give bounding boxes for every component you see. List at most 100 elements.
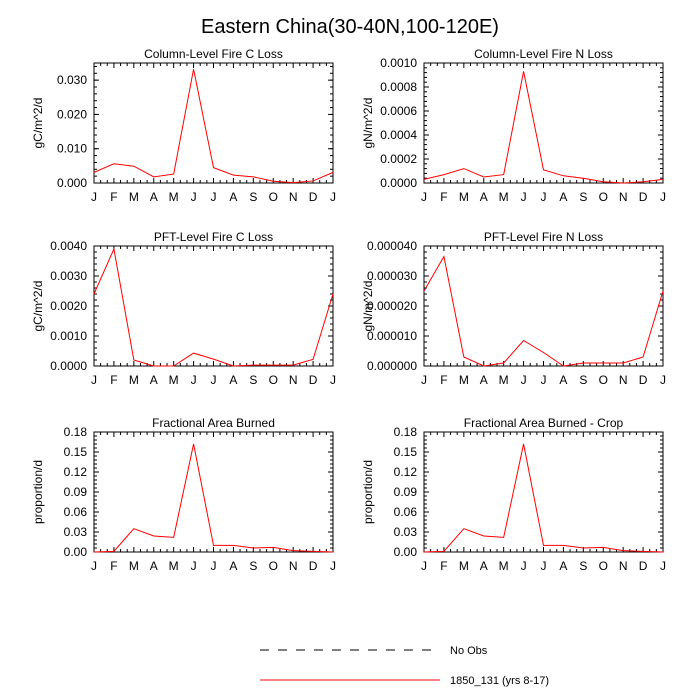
- x-tick-label: O: [269, 559, 278, 573]
- y-tick-label: 0.0006: [380, 104, 417, 118]
- y-tick-label: 0.09: [64, 485, 88, 499]
- plot-frame: [423, 62, 664, 184]
- x-tick-label: N: [289, 190, 298, 204]
- plot-frame: [93, 245, 334, 367]
- x-tick-label: F: [110, 190, 117, 204]
- plot-frame: [423, 431, 664, 553]
- x-tick-label: J: [541, 373, 547, 387]
- figure-title: Eastern China(30-40N,100-120E): [201, 16, 499, 38]
- plot-frame: [93, 431, 334, 553]
- x-tick-label: A: [150, 559, 158, 573]
- x-tick-label: J: [421, 559, 427, 573]
- x-tick-label: A: [229, 373, 237, 387]
- x-tick-label: J: [211, 559, 217, 573]
- y-tick-label: 0.18: [64, 425, 88, 439]
- x-tick-label: M: [129, 373, 139, 387]
- x-tick-label: M: [459, 559, 469, 573]
- x-tick-label: O: [599, 190, 608, 204]
- series-line-0: [423, 443, 664, 553]
- y-tick-label: 0.00: [394, 545, 418, 559]
- x-tick-label: D: [309, 559, 318, 573]
- legend-label-1850-131: 1850_131 (yrs 8-17): [450, 675, 549, 687]
- x-tick-label: S: [249, 190, 257, 204]
- y-tick-label: 0.030: [57, 73, 87, 87]
- x-tick-label: A: [480, 559, 488, 573]
- x-tick-label: A: [480, 190, 488, 204]
- x-tick-label: M: [459, 373, 469, 387]
- x-tick-label: J: [330, 373, 336, 387]
- x-tick-label: N: [619, 559, 628, 573]
- y-tick-label: 0.000: [57, 176, 87, 190]
- y-tick-label: 0.0010: [380, 56, 417, 70]
- x-tick-label: J: [660, 190, 666, 204]
- x-tick-label: O: [599, 559, 608, 573]
- x-tick-label: F: [440, 190, 447, 204]
- x-tick-label: J: [330, 190, 336, 204]
- x-tick-label: D: [639, 373, 648, 387]
- x-tick-label: J: [660, 559, 666, 573]
- y-tick-label: 0.010: [57, 142, 87, 156]
- x-tick-label: A: [229, 190, 237, 204]
- x-tick-label: A: [150, 190, 158, 204]
- y-tick-label: 0.0020: [50, 299, 87, 313]
- x-tick-label: M: [499, 559, 509, 573]
- y-tick-label: 0.12: [64, 465, 88, 479]
- x-tick-label: A: [150, 373, 158, 387]
- y-tick-label: 0.0002: [380, 152, 417, 166]
- panel-title: Fractional Area Burned - Crop: [464, 416, 624, 430]
- panel-title: Column-Level Fire C Loss: [144, 47, 283, 61]
- x-tick-label: N: [289, 559, 298, 573]
- x-tick-label: M: [169, 373, 179, 387]
- plot-frame: [423, 245, 664, 367]
- y-tick-label: 0.0000: [50, 359, 87, 373]
- x-tick-label: M: [499, 190, 509, 204]
- x-tick-label: F: [110, 559, 117, 573]
- x-tick-label: J: [521, 190, 527, 204]
- x-tick-label: D: [309, 190, 318, 204]
- y-tick-label: 0.15: [394, 445, 418, 459]
- x-tick-label: J: [541, 559, 547, 573]
- y-axis-label: gN/m^2/d: [361, 281, 375, 332]
- y-tick-label: 0.09: [394, 485, 418, 499]
- panel-title: PFT-Level Fire N Loss: [484, 230, 603, 244]
- series-line-0: [93, 443, 334, 553]
- y-axis-label: proportion/d: [361, 460, 375, 524]
- x-tick-label: A: [229, 559, 237, 573]
- x-tick-label: J: [421, 373, 427, 387]
- y-tick-label: 0.000040: [367, 239, 417, 253]
- y-axis-label: gC/m^2/d: [31, 281, 45, 332]
- y-tick-label: 0.03: [394, 525, 418, 539]
- series-line-0: [423, 71, 664, 184]
- panel-title: Fractional Area Burned: [152, 416, 275, 430]
- x-tick-label: D: [639, 559, 648, 573]
- x-tick-label: S: [249, 373, 257, 387]
- x-tick-label: J: [521, 559, 527, 573]
- panel-title: Column-Level Fire N Loss: [474, 47, 613, 61]
- x-tick-label: N: [289, 373, 298, 387]
- x-tick-label: J: [191, 373, 197, 387]
- x-tick-label: A: [559, 373, 567, 387]
- series-line-0: [93, 247, 334, 367]
- x-tick-label: S: [579, 373, 587, 387]
- x-tick-label: A: [559, 559, 567, 573]
- x-tick-label: F: [440, 559, 447, 573]
- y-axis-label: proportion/d: [31, 460, 45, 524]
- y-tick-label: 0.000020: [367, 299, 417, 313]
- series-line-0: [423, 255, 664, 367]
- y-tick-label: 0.0000: [380, 176, 417, 190]
- x-tick-label: J: [91, 373, 97, 387]
- x-tick-label: D: [639, 190, 648, 204]
- x-tick-label: J: [211, 373, 217, 387]
- x-tick-label: J: [521, 373, 527, 387]
- x-tick-label: F: [110, 373, 117, 387]
- x-tick-label: A: [480, 373, 488, 387]
- y-tick-label: 0.0030: [50, 269, 87, 283]
- y-tick-label: 0.00: [64, 545, 88, 559]
- x-tick-label: O: [269, 373, 278, 387]
